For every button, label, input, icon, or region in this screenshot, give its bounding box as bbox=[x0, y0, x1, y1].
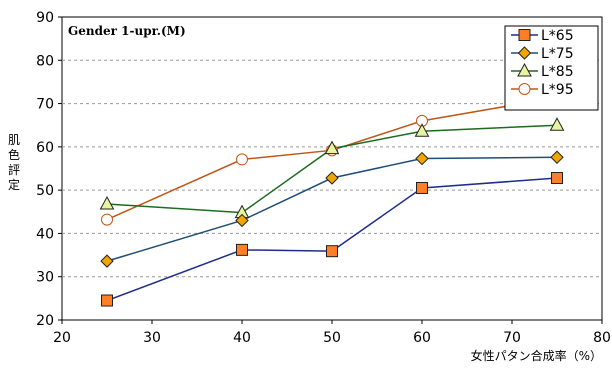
y-tick-label: 60 bbox=[36, 140, 54, 156]
legend-label: L*85 bbox=[541, 64, 574, 80]
x-axis-label: 女性パタン合成率（%） bbox=[471, 348, 602, 363]
data-point-L*85 bbox=[414, 123, 430, 137]
data-point-L*65 bbox=[326, 245, 338, 258]
legend-marker bbox=[517, 62, 532, 77]
legend-marker bbox=[517, 46, 532, 60]
y-axis-label-char: 定 bbox=[8, 177, 20, 192]
y-axis-label-char: 肌 bbox=[8, 133, 20, 147]
data-point-L*65 bbox=[101, 294, 113, 307]
y-tick-label: 30 bbox=[36, 270, 54, 286]
legend-label: L*75 bbox=[541, 46, 574, 62]
y-axis-label-char: 評 bbox=[8, 162, 20, 177]
x-tick-label: 40 bbox=[233, 330, 251, 346]
data-point-L*85 bbox=[99, 195, 115, 210]
legend-label: L*95 bbox=[541, 82, 574, 98]
data-point-L*65 bbox=[236, 243, 248, 256]
legend-label: L*65 bbox=[541, 28, 574, 44]
x-tick-label: 30 bbox=[143, 330, 161, 346]
data-point-L*95 bbox=[101, 213, 113, 226]
y-axis-label: 肌色評定 bbox=[8, 133, 20, 192]
data-point-L*65 bbox=[416, 181, 428, 194]
legend-marker bbox=[518, 29, 531, 41]
x-tick-label: 20 bbox=[53, 330, 71, 346]
y-tick-label: 80 bbox=[36, 53, 54, 69]
series-lines bbox=[99, 91, 565, 307]
data-point-L*85 bbox=[549, 117, 565, 131]
y-tick-label: 40 bbox=[36, 226, 54, 242]
y-tick-label: 20 bbox=[36, 313, 54, 329]
axes: 20 30 40 50 60 70 80 90 20 30 40 50 60 70 80 bbox=[36, 10, 611, 346]
y-tick-label: 90 bbox=[36, 10, 54, 26]
y-axis-label-char: 色 bbox=[8, 148, 20, 162]
x-tick-label: 80 bbox=[593, 330, 611, 346]
legend-marker bbox=[518, 83, 531, 95]
data-point-L*85 bbox=[324, 140, 340, 155]
x-tick-label: 50 bbox=[323, 330, 341, 346]
x-tick-label: 60 bbox=[413, 330, 431, 346]
chart-title: Gender 1-upr.(M) bbox=[68, 24, 186, 38]
data-point-L*95 bbox=[236, 153, 248, 166]
data-point-L*75 bbox=[325, 171, 339, 185]
x-tick-label: 70 bbox=[503, 330, 521, 346]
data-point-L*75 bbox=[550, 150, 564, 164]
data-point-L*75 bbox=[415, 151, 429, 166]
y-tick-label: 70 bbox=[36, 97, 54, 113]
data-point-L*75 bbox=[100, 254, 114, 268]
data-point-L*75 bbox=[235, 213, 249, 228]
legend: L*65 L*75 L*85 L*95 bbox=[504, 25, 599, 111]
data-point-L*65 bbox=[551, 172, 563, 185]
y-tick-label: 50 bbox=[36, 183, 54, 199]
